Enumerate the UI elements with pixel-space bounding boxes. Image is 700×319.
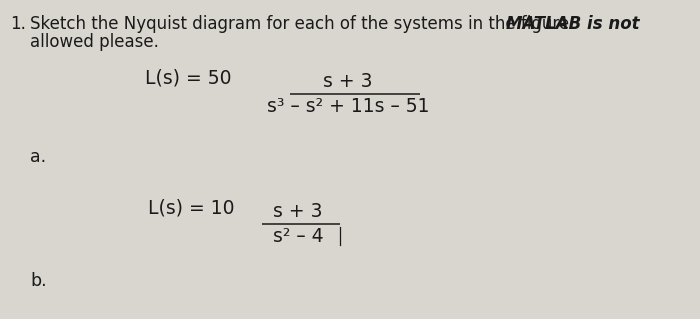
Text: s² – 4: s² – 4 bbox=[273, 227, 323, 246]
Text: 1.: 1. bbox=[10, 15, 26, 33]
Text: s + 3: s + 3 bbox=[273, 202, 323, 221]
Text: L(s) = 50: L(s) = 50 bbox=[145, 69, 232, 88]
Text: L(s) = 10: L(s) = 10 bbox=[148, 199, 234, 218]
Text: a.: a. bbox=[30, 148, 46, 166]
Text: b.: b. bbox=[30, 272, 47, 290]
Text: Sketch the Nyquist diagram for each of the systems in the figure.: Sketch the Nyquist diagram for each of t… bbox=[30, 15, 585, 33]
Text: allowed please.: allowed please. bbox=[30, 33, 159, 51]
Text: s³ – s² + 11s – 51: s³ – s² + 11s – 51 bbox=[267, 97, 429, 116]
Text: MATLAB is not: MATLAB is not bbox=[506, 15, 640, 33]
Text: s + 3: s + 3 bbox=[323, 72, 372, 91]
